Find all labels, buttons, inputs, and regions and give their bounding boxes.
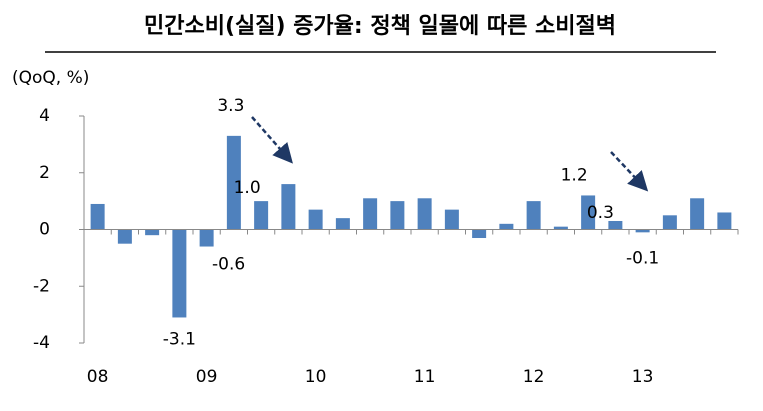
bar (390, 201, 405, 230)
y-tick-label: -4 (33, 333, 50, 353)
bar (363, 198, 378, 230)
y-tick-label: -2 (33, 276, 50, 296)
data-label: 0.3 (587, 203, 614, 223)
bar (417, 198, 432, 230)
bar (281, 184, 296, 230)
x-tick-label: 13 (632, 367, 654, 387)
x-tick-label: 08 (87, 367, 109, 387)
data-label: 1.0 (234, 178, 261, 198)
bar (581, 195, 596, 230)
bar (526, 201, 541, 230)
bar (90, 203, 105, 230)
y-axis-label: (QoQ, %) (12, 68, 89, 88)
bar (226, 135, 241, 230)
bar (553, 226, 568, 230)
x-tick-label: 10 (305, 367, 327, 387)
arrow (251, 116, 293, 164)
bar (199, 229, 214, 247)
y-tick-label: 0 (39, 220, 50, 240)
x-tick-label: 12 (523, 367, 545, 387)
data-label: -3.1 (163, 329, 196, 349)
bar (172, 229, 187, 318)
bar (635, 229, 650, 233)
bar (690, 198, 705, 230)
x-tick-label: 11 (414, 367, 436, 387)
data-label: 3.3 (217, 96, 244, 116)
data-label: -0.1 (626, 248, 659, 268)
bar (472, 229, 487, 239)
bar (717, 212, 732, 230)
chart-title: 민간소비(실질) 증가율: 정책 일몰에 따른 소비절벽 (144, 14, 616, 39)
bar (662, 215, 677, 230)
data-label: 1.2 (561, 165, 588, 185)
bar (335, 218, 350, 230)
arrow (610, 151, 649, 192)
y-tick-label: 2 (39, 163, 50, 183)
data-label: -0.6 (212, 255, 245, 275)
bar (117, 229, 132, 244)
y-tick-label: 4 (39, 106, 50, 126)
bar (308, 209, 323, 230)
bar (444, 209, 459, 230)
x-tick-label: 09 (196, 367, 218, 387)
bar (145, 229, 160, 236)
bar (254, 201, 269, 230)
bar (499, 223, 514, 230)
bar (608, 220, 623, 230)
